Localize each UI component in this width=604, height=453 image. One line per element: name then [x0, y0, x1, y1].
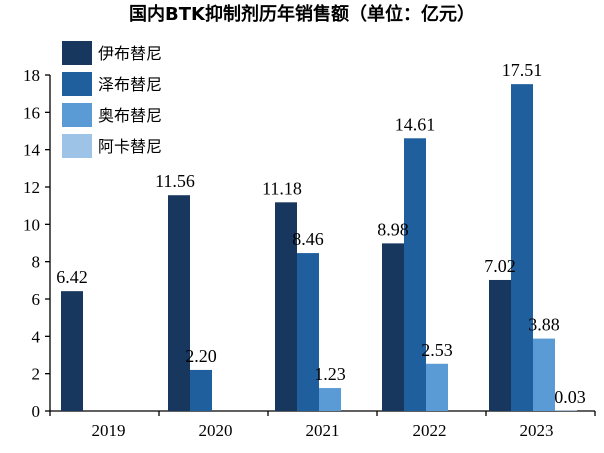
bar — [533, 338, 555, 411]
x-tick-label: 2020 — [199, 421, 233, 440]
data-label: 14.61 — [395, 114, 436, 134]
legend-label: 阿卡替尼 — [98, 137, 162, 156]
y-tick-label: 8 — [32, 253, 41, 272]
bar — [297, 253, 319, 411]
bar — [319, 388, 341, 411]
x-axis: 2019 2020 2021 2022 2023 — [49, 410, 596, 440]
data-label: 3.88 — [528, 315, 560, 335]
x-tick-label: 2022 — [413, 421, 447, 440]
data-label: 8.46 — [292, 229, 324, 249]
y-tick-label: 0 — [32, 402, 41, 421]
bar — [404, 138, 426, 411]
bar — [489, 279, 511, 411]
y-tick-label: 2 — [32, 365, 41, 384]
y-tick-label: 18 — [23, 66, 40, 85]
data-label: 0.03 — [554, 387, 586, 407]
y-tick-label: 16 — [23, 103, 40, 122]
y-axis: 0 2 4 6 8 10 12 14 16 18 — [23, 66, 51, 421]
bar — [426, 363, 448, 411]
x-tick-label: 2019 — [92, 421, 126, 440]
data-label: 2.53 — [421, 340, 453, 360]
data-label: 7.02 — [484, 256, 516, 276]
legend-label: 泽布替尼 — [98, 75, 162, 94]
bar — [382, 243, 404, 411]
bar — [168, 195, 190, 411]
data-label: 1.23 — [314, 364, 346, 384]
data-label: 2.20 — [185, 346, 217, 366]
y-tick-label: 14 — [23, 141, 41, 160]
legend-swatch — [62, 41, 92, 65]
y-tick-label: 10 — [23, 215, 40, 234]
bar — [511, 84, 533, 411]
bar — [555, 410, 577, 411]
y-tick-label: 4 — [32, 327, 41, 346]
bar — [190, 369, 212, 411]
y-tick-label: 6 — [32, 290, 41, 309]
bars-group — [61, 84, 577, 411]
x-tick-label: 2021 — [306, 421, 340, 440]
data-label: 8.98 — [377, 219, 409, 239]
chart-title: 国内BTK抑制剂历年销售额（单位：亿元） — [129, 4, 475, 25]
legend-swatch — [62, 134, 92, 158]
data-label: 17.51 — [502, 60, 543, 80]
bar — [61, 291, 83, 411]
data-label: 11.18 — [262, 178, 302, 198]
legend-swatch — [62, 103, 92, 127]
data-label: 11.56 — [155, 171, 195, 191]
x-tick-label: 2023 — [520, 421, 554, 440]
legend-label: 奥布替尼 — [98, 106, 162, 125]
legend-swatch — [62, 72, 92, 96]
y-tick-label: 12 — [23, 178, 40, 197]
value-labels-group: 6.42 11.56 2.20 11.18 8.46 1.23 8.98 14.61 2.53 7… — [56, 60, 586, 407]
legend-label: 伊布替尼 — [98, 44, 162, 63]
bar — [275, 202, 297, 411]
data-label: 6.42 — [56, 267, 88, 287]
